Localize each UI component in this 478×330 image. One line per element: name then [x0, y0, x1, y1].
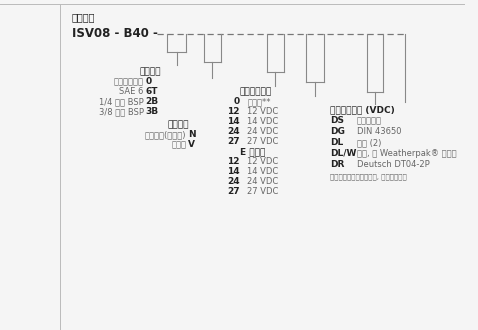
Text: 氟橡胶: 氟橡胶: [171, 140, 186, 149]
Text: 密封材料: 密封材料: [168, 120, 189, 129]
Text: 27 VDC: 27 VDC: [247, 137, 279, 146]
Text: 27: 27: [227, 187, 239, 196]
Text: 12: 12: [227, 157, 239, 166]
Text: 24 VDC: 24 VDC: [247, 177, 279, 186]
Text: 只订购插装件: 只订购插装件: [114, 77, 143, 86]
Text: 6T: 6T: [145, 87, 158, 96]
Text: 0: 0: [233, 97, 239, 106]
Text: 14 VDC: 14 VDC: [247, 117, 279, 126]
Text: Deutsch DT04-2P: Deutsch DT04-2P: [357, 160, 430, 169]
Text: 3B: 3B: [145, 107, 159, 116]
Text: 24: 24: [227, 177, 239, 186]
Text: 丁腈橡胶(标准型): 丁腈橡胶(标准型): [145, 130, 186, 139]
Text: 24 VDC: 24 VDC: [247, 127, 279, 136]
Text: DS: DS: [330, 116, 344, 125]
Text: 12: 12: [227, 107, 239, 116]
Text: 12 VDC: 12 VDC: [247, 157, 279, 166]
Text: 27 VDC: 27 VDC: [247, 187, 279, 196]
Text: N: N: [188, 130, 196, 139]
Text: 阀块油口: 阀块油口: [140, 67, 161, 76]
Text: ISV08 - B40 -: ISV08 - B40 -: [72, 27, 158, 40]
Text: 2B: 2B: [145, 97, 159, 106]
Text: 27: 27: [227, 137, 239, 146]
Text: 提供带内置二极管的线圈, 请咨询嘉诺。: 提供带内置二极管的线圈, 请咨询嘉诺。: [330, 173, 406, 180]
Text: 导线, 带 Weatherpak® 连接器: 导线, 带 Weatherpak® 连接器: [357, 149, 456, 158]
Text: 3/8 英寸 BSP: 3/8 英寸 BSP: [98, 107, 143, 116]
Text: DG: DG: [330, 127, 345, 136]
Text: 14: 14: [227, 117, 239, 126]
Text: 订货型号: 订货型号: [72, 12, 95, 22]
Text: DL: DL: [330, 138, 343, 147]
Text: SAE 6: SAE 6: [119, 87, 143, 96]
Text: 1/4 英寸 BSP: 1/4 英寸 BSP: [99, 97, 143, 106]
Text: V: V: [188, 140, 195, 149]
Text: 12 VDC: 12 VDC: [247, 107, 279, 116]
Text: 标准线圈终端 (VDC): 标准线圈终端 (VDC): [330, 105, 394, 114]
Text: 14 VDC: 14 VDC: [247, 167, 279, 176]
Text: 无线圈**: 无线圈**: [247, 97, 271, 106]
Text: DL/W: DL/W: [330, 149, 356, 158]
Text: 双扁形接头: 双扁形接头: [357, 116, 382, 125]
Text: E 型线圈: E 型线圈: [239, 147, 265, 156]
Text: 标准线圈电压: 标准线圈电压: [239, 87, 272, 96]
Text: DIN 43650: DIN 43650: [357, 127, 402, 136]
Text: 24: 24: [227, 127, 239, 136]
Text: 14: 14: [227, 167, 239, 176]
Text: 0: 0: [145, 77, 152, 86]
Text: 导线 (2): 导线 (2): [357, 138, 381, 147]
Text: DR: DR: [330, 160, 344, 169]
